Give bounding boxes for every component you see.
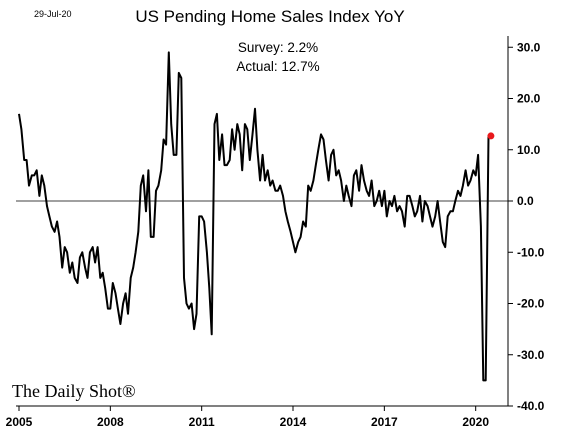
x-tick-label: 2017 <box>371 415 398 429</box>
chart-title: US Pending Home Sales Index YoY <box>135 7 404 26</box>
x-tick-label: 2011 <box>189 415 215 429</box>
x-tick-label: 2014 <box>280 415 307 429</box>
survey-annotation: Survey: 2.2% <box>238 40 318 55</box>
x-tick-label: 2005 <box>6 415 33 429</box>
y-tick-label: 0.0 <box>517 194 534 208</box>
x-tick-label: 2020 <box>462 415 489 429</box>
x-tick-label: 2008 <box>97 415 124 429</box>
y-tick-label: 20.0 <box>517 92 541 106</box>
y-axis: 30.0 20.0 10.0 0.0 -10.0 -20.0 -30.0 -40.0 <box>507 36 545 413</box>
y-tick-label: 10.0 <box>517 143 541 157</box>
x-axis-ticks: 2005 2008 2011 2014 2017 2020 <box>6 406 489 429</box>
y-tick-label: -20.0 <box>517 297 545 311</box>
chart-date: 29-Jul-20 <box>34 9 72 19</box>
brand-watermark: The Daily Shot® <box>12 381 136 401</box>
y-tick-label: -10.0 <box>517 245 545 259</box>
y-tick-label: -30.0 <box>517 348 545 362</box>
y-tick-label: -40.0 <box>517 399 545 413</box>
latest-point-marker <box>487 132 495 140</box>
y-axis-ticks: 30.0 20.0 10.0 0.0 -10.0 -20.0 -30.0 -40.0 <box>508 40 545 413</box>
series-line <box>18 51 491 382</box>
actual-annotation: Actual: 12.7% <box>236 59 319 74</box>
x-axis: 2005 2008 2011 2014 2017 2020 <box>6 405 508 429</box>
y-tick-label: 30.0 <box>517 40 541 54</box>
